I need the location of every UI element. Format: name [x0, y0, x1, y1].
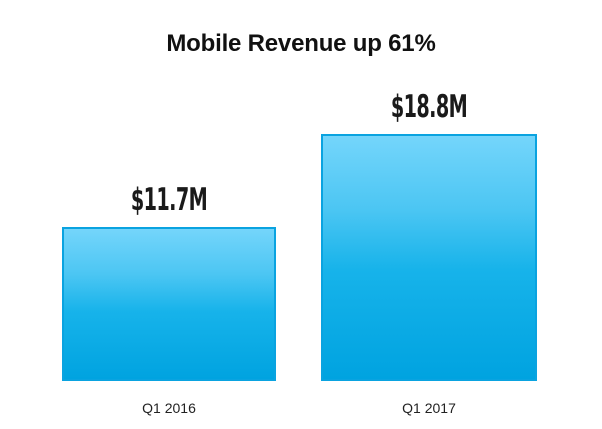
x-axis-label-q1-2017: Q1 2017 [402, 400, 456, 416]
x-axis-label-q1-2016: Q1 2016 [142, 400, 196, 416]
bar-value-label-q1-2016: $11.7M [130, 182, 208, 218]
bar-q1-2016 [62, 227, 276, 381]
bar-value-label-q1-2017: $18.8M [390, 89, 468, 125]
bar-q1-2017 [321, 134, 537, 381]
chart-title: Mobile Revenue up 61% [166, 30, 436, 57]
